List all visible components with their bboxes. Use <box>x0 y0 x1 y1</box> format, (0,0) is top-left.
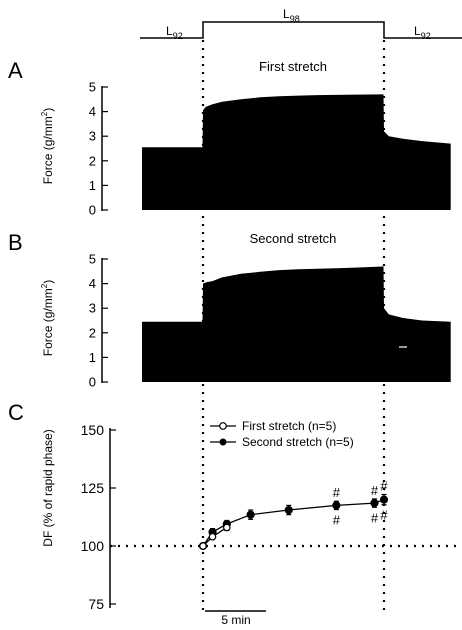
panel-a-y-tick-label: 2 <box>89 153 96 168</box>
panel-b-y-tick-label: 0 <box>89 375 96 390</box>
protocol-label-initial-sub: 92 <box>173 31 183 41</box>
panel-b-y-tick-label: 3 <box>89 301 96 316</box>
panel-c-plot: ###### <box>198 478 389 551</box>
series-first-stretch-point <box>223 523 231 532</box>
panel-c-y-ticks: 75 100 125 150 <box>81 422 116 612</box>
legend-marker-second <box>219 438 227 446</box>
protocol-label-stretch-main: L <box>283 7 290 21</box>
panel-a-y-axis-label-end: ) <box>41 108 55 112</box>
significance-mark: # <box>371 510 379 525</box>
panel-a-y-tick-label: 4 <box>89 104 96 119</box>
series-second-stretch-point <box>332 501 341 510</box>
panel-b-y-axis-label-main: Force (g/mm <box>41 288 55 356</box>
panel-b-y-tick-label: 4 <box>89 276 96 291</box>
panel-a-y-tick-label: 0 <box>89 203 96 218</box>
legend-label-second: Second stretch (n=5) <box>242 435 354 449</box>
panel-a-y-axis-label: Force (g/mm2) <box>40 108 55 184</box>
significance-mark: # <box>371 483 379 498</box>
legend-marker-first <box>219 422 227 430</box>
significance-mark: # <box>333 513 341 528</box>
panel-c-y-tick-label: 75 <box>88 596 104 612</box>
legend-label-first: First stretch (n=5) <box>242 419 336 433</box>
panel-a-force-trace <box>142 94 451 210</box>
panel-c-legend: First stretch (n=5) Second stretch (n=5) <box>210 419 354 449</box>
protocol-label-return-sub: 92 <box>421 31 431 41</box>
significance-mark: # <box>380 478 388 493</box>
series-first-stretch-point <box>208 532 217 541</box>
panel-b-y-tick-label: 5 <box>89 252 96 267</box>
protocol-label-initial: L92 <box>166 24 183 41</box>
panel-c-letter: C <box>8 400 24 425</box>
protocol-label-stretch: L98 <box>283 7 300 24</box>
significance-mark: # <box>333 485 341 500</box>
panel-b-y-tick-label: 1 <box>89 350 96 365</box>
panel-b-y-tick-label: 2 <box>89 325 96 340</box>
panel-c-y-tick-label: 125 <box>81 480 105 496</box>
panel-b-force-trace <box>142 266 451 382</box>
series-second-stretch-point <box>246 510 255 519</box>
panel-b-y-ticks: 0 1 2 3 4 5 <box>89 252 108 390</box>
series-second-stretch-point <box>284 505 293 515</box>
panel-a-y-ticks: 0 1 2 3 4 5 <box>89 80 108 218</box>
panel-b-y-axis-label: Force (g/mm2) <box>40 280 55 356</box>
time-scale-bar: 5 min <box>205 610 266 627</box>
protocol-label-initial-main: L <box>166 24 173 38</box>
panel-b-title: Second stretch <box>250 231 337 246</box>
series-second-stretch-point <box>379 495 389 504</box>
series-first-stretch-point <box>199 542 207 550</box>
panel-a-letter: A <box>8 58 23 83</box>
protocol-step-line <box>140 21 462 39</box>
protocol-label-return-main: L <box>414 24 421 38</box>
panel-a-y-tick-label: 5 <box>89 80 96 95</box>
series-second-stretch-point <box>370 498 379 508</box>
protocol-label-return: L92 <box>414 24 431 41</box>
panel-c-y-tick-label: 100 <box>81 538 105 554</box>
panel-a-y-axis-label-main: Force (g/mm <box>41 116 55 184</box>
panel-b-y-axis-label-end: ) <box>41 280 55 284</box>
panel-a-y-tick-label: 1 <box>89 178 96 193</box>
panel-a-y-axis-label-exp: 2 <box>40 111 49 116</box>
protocol-label-stretch-sub: 98 <box>290 14 300 24</box>
panel-a-title: First stretch <box>259 59 327 74</box>
length-protocol: L92 L98 L92 <box>140 7 462 41</box>
panel-c-y-tick-label: 150 <box>81 422 105 438</box>
panel-c-y-axis-label: DF (% of rapid phase) <box>41 429 55 546</box>
time-scale-bar-label: 5 min <box>221 613 250 627</box>
panel-b-y-axis-label-exp: 2 <box>40 283 49 288</box>
panel-b-letter: B <box>8 230 23 255</box>
significance-mark: # <box>380 508 388 523</box>
panel-a-y-tick-label: 3 <box>89 129 96 144</box>
